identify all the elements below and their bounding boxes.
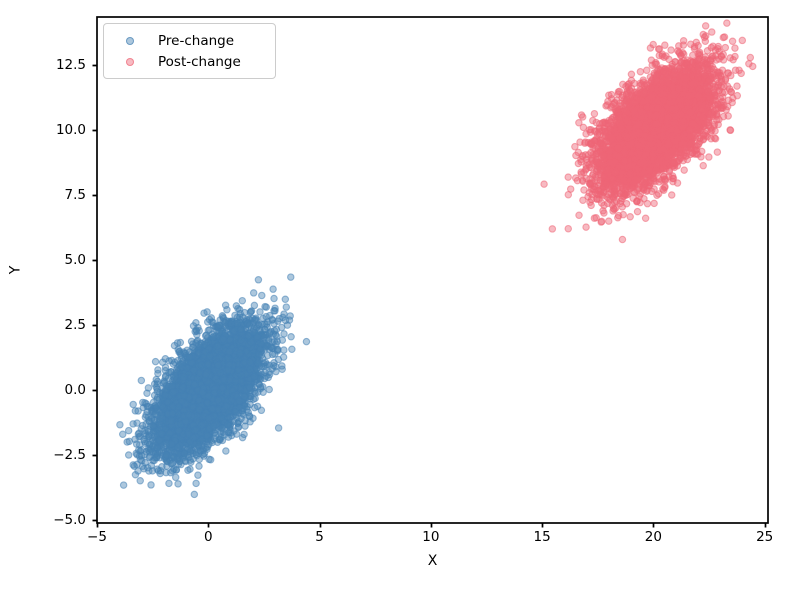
pre-change-marker-icon [126,36,134,45]
x-tick-label: 0 [203,529,213,545]
y-axis-label: Y [4,17,26,523]
legend-label-post-change: Post-change [158,53,241,70]
y-tick-label: 0.0 [64,382,86,399]
y-tick-label: 12.5 [55,57,86,74]
x-tick-label: 15 [533,529,551,545]
post-change-marker-icon [126,57,134,66]
y-tick-label: 7.5 [64,187,86,204]
x-tick-label: 10 [422,529,440,545]
legend-label-pre-change: Pre-change [158,32,235,49]
y-tick-label: −2.5 [53,447,86,464]
x-axis-label: X [427,553,438,569]
legend: Pre-change Post-change [103,23,276,79]
x-tick-label: 5 [315,529,324,545]
legend-entry-post-change: Post-change [104,51,275,72]
x-tick-label: −5 [87,529,107,545]
y-tick-label: 10.0 [55,122,86,139]
x-tick-label: 25 [756,529,774,545]
legend-entry-pre-change: Pre-change [104,30,275,51]
y-axis-label-text: Y [7,265,23,275]
y-tick-label: 2.5 [64,317,86,334]
y-tick-label: −5.0 [53,512,86,528]
y-tick-label: 5.0 [64,252,86,269]
x-tick-label: 20 [644,529,662,545]
